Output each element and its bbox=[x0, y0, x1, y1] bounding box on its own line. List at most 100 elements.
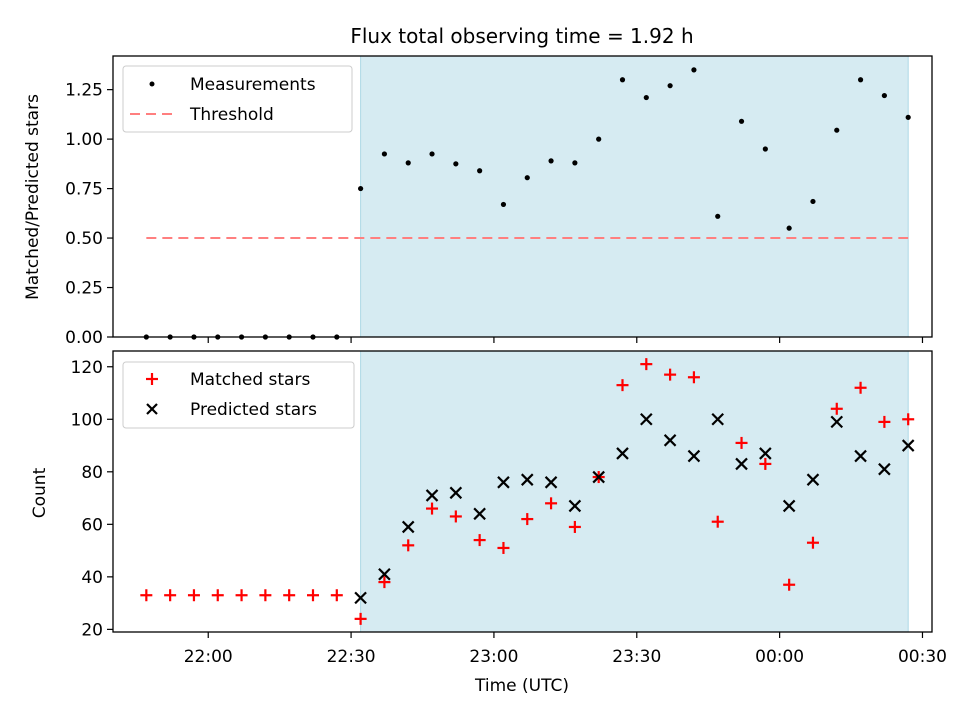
bottom-ytick-label: 40 bbox=[81, 568, 103, 588]
bottom-plot-frame bbox=[112, 350, 933, 633]
measurement-point bbox=[691, 67, 697, 73]
matched-star-point bbox=[687, 371, 700, 384]
xtick-label: 22:30 bbox=[327, 647, 376, 667]
predicted-star-point bbox=[544, 476, 558, 489]
bottom-ytick-label: 120 bbox=[71, 358, 103, 378]
measurement-point bbox=[524, 175, 530, 181]
measurement-point bbox=[500, 201, 507, 208]
measurement-point bbox=[834, 127, 840, 133]
measurement-point bbox=[667, 83, 673, 89]
predicted-star-point bbox=[568, 499, 582, 513]
predicted-star-point bbox=[354, 591, 367, 605]
measurement-point bbox=[453, 161, 459, 167]
matched-star-point bbox=[330, 589, 343, 602]
measurement-point bbox=[619, 77, 626, 83]
predicted-star-point bbox=[663, 434, 677, 447]
measurement-point bbox=[381, 151, 388, 157]
predicted-star-point bbox=[640, 413, 653, 426]
matched-star-point bbox=[306, 589, 319, 602]
predicted-star-point bbox=[901, 439, 915, 452]
predicted-star-point bbox=[497, 476, 510, 489]
predicted-star-point bbox=[854, 449, 867, 463]
bottom-y-axis-label: Count bbox=[30, 467, 50, 518]
measurement-point bbox=[643, 94, 649, 101]
matched-star-point bbox=[521, 513, 534, 526]
matched-star-point bbox=[211, 589, 224, 602]
measurement-point bbox=[429, 151, 435, 157]
matched-star-point bbox=[378, 576, 391, 589]
top-shaded-region bbox=[360, 55, 909, 338]
legend-predicted-label: Predicted stars bbox=[190, 400, 317, 420]
top-legend-box bbox=[122, 65, 353, 133]
predicted-star-point bbox=[735, 457, 748, 471]
matched-star-point bbox=[759, 457, 772, 470]
predicted-star-point bbox=[878, 462, 891, 476]
predicted-star-point bbox=[687, 449, 701, 463]
matched-star-point bbox=[235, 589, 248, 602]
xtick-label: 23:30 bbox=[612, 647, 661, 667]
top-ytick-label: 0.00 bbox=[65, 328, 103, 348]
matched-star-point bbox=[283, 589, 296, 602]
xtick-label: 22:00 bbox=[184, 647, 233, 667]
bottom-legend: Matched stars Predicted stars bbox=[122, 361, 355, 429]
matched-star-point bbox=[711, 515, 724, 528]
x-axis-label: Time (UTC) bbox=[474, 676, 569, 696]
bottom-shaded-region bbox=[360, 350, 909, 633]
predicted-star-point bbox=[592, 470, 605, 484]
matched-star-point bbox=[878, 415, 891, 428]
top-legend: Measurements Threshold bbox=[122, 65, 353, 133]
predicted-star-point bbox=[782, 499, 796, 513]
xtick-label: 00:30 bbox=[898, 647, 947, 667]
predicted-star-point bbox=[806, 473, 820, 486]
measurement-point bbox=[358, 185, 364, 192]
matched-star-point bbox=[783, 578, 796, 591]
bottom-ytick-label: 60 bbox=[81, 515, 103, 535]
matched-star-point bbox=[259, 589, 272, 602]
predicted-star-point bbox=[473, 507, 486, 521]
legend-predicted-marker bbox=[146, 403, 158, 415]
predicted-star-point bbox=[830, 415, 844, 429]
matched-star-point bbox=[354, 612, 367, 625]
matched-star-point bbox=[568, 520, 581, 533]
matched-star-point bbox=[187, 589, 200, 602]
predicted-star-point bbox=[711, 413, 725, 426]
predicted-star-point bbox=[401, 520, 415, 534]
measurement-point bbox=[405, 160, 411, 166]
top-ytick-label: 1.25 bbox=[65, 81, 103, 101]
measurement-point bbox=[715, 213, 721, 219]
top-plot-frame bbox=[112, 55, 933, 338]
matched-star-point bbox=[902, 413, 915, 426]
top-ytick-label: 0.75 bbox=[65, 180, 103, 200]
matched-star-point bbox=[449, 510, 462, 523]
predicted-star-point bbox=[520, 473, 534, 486]
xtick-label: 23:00 bbox=[469, 647, 518, 667]
measurement-point bbox=[738, 118, 745, 124]
predicted-star-point bbox=[449, 486, 463, 500]
matched-star-point bbox=[497, 541, 510, 554]
measurement-point bbox=[810, 198, 816, 205]
matched-star-point bbox=[735, 436, 748, 449]
matched-star-point bbox=[854, 381, 867, 394]
predicted-star-point bbox=[616, 447, 629, 460]
legend-measurements-marker bbox=[149, 81, 155, 87]
measurement-point bbox=[857, 77, 864, 83]
matched-star-point bbox=[806, 536, 819, 549]
matched-star-point bbox=[545, 497, 558, 510]
bottom-plot: 20 40 60 80 100 120 22:00 22:30 23:00 23:30 00:00… bbox=[30, 350, 947, 696]
bottom-ytick-label: 80 bbox=[81, 463, 103, 483]
bottom-ytick-label: 100 bbox=[71, 410, 103, 430]
matched-star-point bbox=[426, 502, 439, 515]
bottom-ytick-label: 20 bbox=[81, 620, 103, 640]
measurement-point bbox=[881, 92, 887, 99]
top-y-axis-label: Matched/Predicted stars bbox=[23, 94, 43, 300]
matched-star-point bbox=[473, 534, 486, 547]
matched-star-point bbox=[640, 358, 653, 371]
chart-title: Flux total observing time = 1.92 h bbox=[350, 24, 693, 48]
matched-star-point bbox=[402, 539, 415, 552]
top-ytick-label: 1.00 bbox=[65, 130, 103, 150]
predicted-star-point bbox=[425, 489, 439, 502]
legend-matched-marker bbox=[146, 373, 158, 385]
matched-star-point bbox=[830, 402, 843, 415]
measurement-point bbox=[905, 114, 911, 120]
